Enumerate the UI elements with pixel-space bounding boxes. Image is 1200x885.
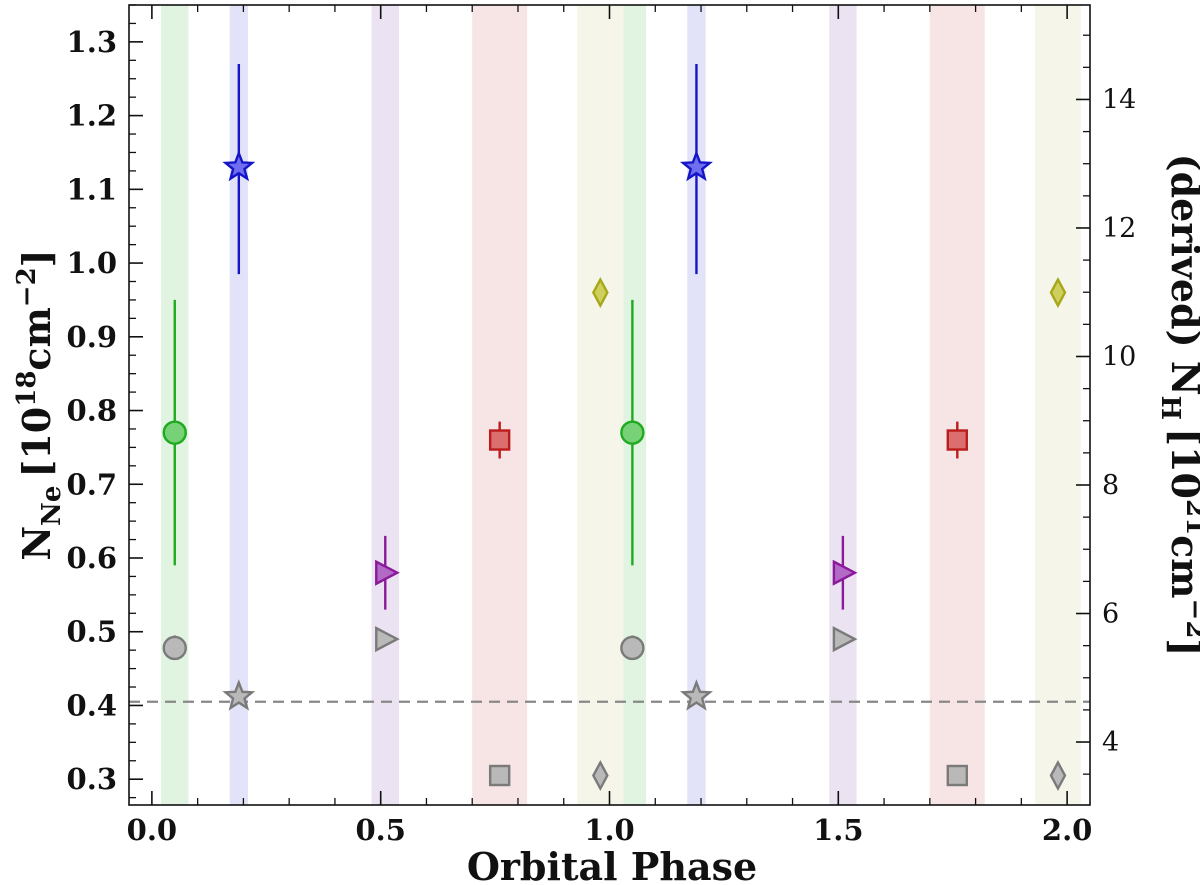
marker-olive-diamond xyxy=(1049,277,1067,309)
marker-green-circle xyxy=(162,420,187,445)
y-tick-label: 1.1 xyxy=(67,172,117,206)
data-markers xyxy=(162,63,1067,792)
y-tick-label: 1.2 xyxy=(67,99,117,133)
y2-tick-label: 8 xyxy=(1102,470,1119,501)
phase-band xyxy=(1035,5,1081,805)
y-tick-label: 0.5 xyxy=(67,615,117,649)
marker-purple-triangle-right xyxy=(375,559,400,586)
phase-band xyxy=(829,5,857,805)
phase-band xyxy=(577,5,624,805)
phase-band xyxy=(623,5,647,805)
y-tick-label: 0.4 xyxy=(67,688,117,722)
y-tick-label: 0.9 xyxy=(67,320,117,354)
phase-bands xyxy=(161,5,1081,805)
phase-band xyxy=(687,5,706,805)
x-tick-label: 2.0 xyxy=(1042,813,1092,847)
phase-band xyxy=(371,5,399,805)
marker-grey-diamond xyxy=(591,759,609,792)
phase-band xyxy=(929,5,985,805)
x-tick-label: 1.0 xyxy=(584,813,634,847)
x-tick-label: 0.5 xyxy=(355,813,405,847)
y-tick-label: 0.7 xyxy=(67,467,117,501)
y-tick-label: 1.0 xyxy=(67,246,117,280)
y2-axis-title: (derived) NH[1021cm−2] xyxy=(1155,154,1200,657)
marker-green-circle xyxy=(620,420,645,445)
marker-red-square xyxy=(946,429,968,451)
marker-grey-triangle-right xyxy=(375,626,400,653)
y2-tick-label: 10 xyxy=(1102,341,1136,372)
marker-olive-diamond xyxy=(591,277,609,309)
marker-grey-star xyxy=(679,679,713,711)
y2-tick-label: 14 xyxy=(1102,84,1136,115)
phase-band xyxy=(229,5,248,805)
marker-blue-star xyxy=(679,149,713,182)
marker-purple-triangle-right xyxy=(832,559,858,586)
marker-grey-triangle-right xyxy=(832,626,858,653)
marker-blue-star xyxy=(222,149,256,182)
marker-grey-circle xyxy=(162,635,187,661)
y-tick-label: 0.6 xyxy=(67,541,117,575)
x-axis-title: Orbital Phase xyxy=(467,844,757,885)
marker-grey-diamond xyxy=(1049,759,1067,792)
y2-tick-label: 6 xyxy=(1102,599,1119,630)
marker-grey-star xyxy=(222,679,256,711)
phase-band xyxy=(472,5,528,805)
y-axis-title: NNe[1018cm−2] xyxy=(12,249,67,560)
y-tick-label: 0.8 xyxy=(67,394,117,428)
x-tick-label: 0.0 xyxy=(127,813,177,847)
y2-tick-label: 12 xyxy=(1102,213,1136,244)
y2-tick-label: 4 xyxy=(1102,727,1119,758)
axis-ticks: 0.0 0.5 1.0 1.5 2.0 0.3 0.4 0.5 0.6 0.7 0.8 0.9 1.0 1… xyxy=(67,4,1136,847)
marker-red-square xyxy=(488,429,511,451)
x-tick-label: 1.5 xyxy=(813,813,863,847)
marker-grey-circle xyxy=(620,635,645,661)
marker-grey-square xyxy=(946,764,968,787)
marker-grey-square xyxy=(488,764,511,787)
y-tick-label: 0.3 xyxy=(67,762,117,796)
y-tick-label: 1.3 xyxy=(67,25,117,59)
